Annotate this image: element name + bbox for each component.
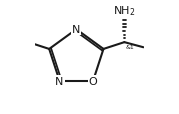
Text: O: O (89, 76, 98, 86)
Text: N: N (55, 76, 64, 86)
Text: NH$_2$: NH$_2$ (113, 4, 136, 18)
Text: N: N (72, 25, 81, 35)
Text: &1: &1 (126, 45, 135, 50)
